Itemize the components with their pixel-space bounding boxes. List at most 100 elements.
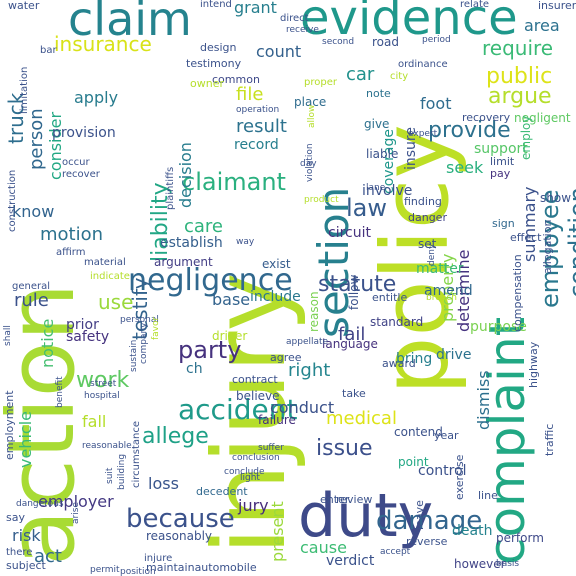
- cloud-word: safety: [66, 329, 110, 345]
- cloud-word: duty: [298, 481, 434, 551]
- cloud-word: require: [482, 36, 554, 60]
- cloud-word: permit: [90, 565, 120, 575]
- cloud-word: provide: [428, 118, 511, 143]
- cloud-word: believe: [236, 389, 280, 403]
- cloud-word: damage: [376, 506, 483, 536]
- cloud-word: maintainautomobile: [146, 561, 257, 574]
- cloud-word: know: [12, 202, 55, 221]
- cloud-word: statute: [318, 272, 397, 297]
- cloud-word: because: [126, 504, 235, 534]
- cloud-word: decision: [176, 142, 195, 208]
- cloud-word: period: [422, 35, 451, 45]
- cloud-word: allegation: [541, 219, 554, 274]
- cloud-word: accept: [380, 547, 411, 557]
- cloud-word: effect: [510, 231, 542, 244]
- cloud-word: say: [6, 511, 25, 524]
- cloud-word: insurer: [538, 0, 576, 12]
- cloud-word: light: [240, 473, 260, 483]
- cloud-word: cause: [300, 538, 347, 557]
- cloud-word: position: [120, 567, 156, 576]
- cloud-word: personal: [120, 315, 159, 325]
- cloud-word: conclude: [224, 467, 265, 477]
- cloud-word: road: [372, 35, 399, 49]
- cloud-word: seek: [446, 158, 484, 177]
- cloud-word: law: [346, 194, 388, 222]
- cloud-word: count: [256, 42, 302, 61]
- cloud-word: control: [418, 463, 467, 479]
- cloud-word: reason: [307, 291, 321, 332]
- cloud-word: care: [184, 216, 224, 237]
- cloud-word: area: [524, 16, 560, 35]
- cloud-word: receive: [286, 25, 319, 35]
- cloud-word: suit: [105, 467, 115, 484]
- cloud-word: summary: [520, 186, 539, 263]
- cloud-word: verdict: [326, 553, 375, 569]
- cloud-word: issue: [316, 436, 373, 461]
- cloud-word: driver: [212, 329, 248, 343]
- cloud-word: fail: [338, 324, 366, 345]
- cloud-word: jury: [238, 496, 269, 515]
- cloud-word: plaintiffs: [165, 166, 176, 210]
- cloud-word: general: [12, 281, 51, 292]
- cloud-word: apply: [74, 88, 119, 107]
- cloud-word: take: [342, 387, 366, 400]
- cloud-word: act: [34, 546, 62, 567]
- cloud-word: affirm: [56, 247, 86, 258]
- cloud-word: decedent: [196, 485, 248, 498]
- cloud-word: reverse: [406, 535, 448, 548]
- cloud-word: matter: [416, 261, 464, 277]
- cloud-word: circuit: [328, 225, 371, 241]
- cloud-word: point: [398, 455, 429, 469]
- cloud-word: conduct: [270, 398, 335, 417]
- cloud-word: negligent: [514, 111, 571, 125]
- cloud-word: there: [6, 547, 33, 558]
- cloud-word: limitation: [19, 66, 30, 114]
- cloud-word: car: [346, 64, 375, 85]
- cloud-word: failure: [258, 413, 296, 427]
- cloud-word: right: [288, 360, 331, 381]
- cloud-word: reasonable: [82, 441, 132, 451]
- cloud-word: allege: [142, 424, 209, 449]
- cloud-word: design: [200, 41, 237, 54]
- cloud-word: motion: [40, 224, 104, 245]
- cloud-word: ch: [186, 361, 203, 377]
- cloud-word: grant: [234, 0, 277, 17]
- cloud-word: direct: [280, 13, 309, 24]
- cloud-word: way: [236, 237, 255, 247]
- cloud-word: bring: [396, 351, 433, 367]
- cloud-word: hospital: [84, 391, 120, 401]
- cloud-word: evidence: [300, 0, 518, 46]
- cloud-word: use: [98, 290, 134, 314]
- cloud-word: public: [486, 64, 553, 89]
- cloud-word: negligence: [128, 263, 293, 298]
- cloud-word: leave: [413, 500, 426, 530]
- cloud-word: loss: [148, 474, 179, 493]
- cloud-word: language: [322, 337, 378, 351]
- cloud-word: exist: [262, 257, 291, 271]
- cloud-word: party: [178, 336, 242, 364]
- cloud-word: foot: [420, 94, 452, 113]
- cloud-word: standard: [370, 315, 424, 329]
- cloud-word: employ: [519, 115, 533, 160]
- cloud-word: pay: [490, 167, 511, 180]
- cloud-word: reasonably: [146, 529, 213, 543]
- cloud-word: employment: [3, 390, 16, 460]
- cloud-word: day: [300, 159, 317, 169]
- cloud-word: indicate: [90, 271, 130, 282]
- cloud-word: recovery: [462, 111, 511, 124]
- cloud-word: notice: [38, 318, 57, 368]
- cloud-word: prior: [66, 317, 99, 333]
- cloud-word: give: [364, 117, 390, 131]
- cloud-word: water: [8, 0, 40, 12]
- cloud-word: medical: [326, 408, 397, 429]
- cloud-word: note: [366, 87, 391, 100]
- cloud-word: relate: [460, 0, 490, 10]
- cloud-word: argue: [488, 84, 552, 109]
- cloud-word: review: [336, 493, 373, 506]
- cloud-word: danger: [408, 211, 447, 224]
- cloud-word: construction: [7, 169, 18, 232]
- cloud-word: work: [76, 368, 130, 393]
- cloud-word: subject: [6, 559, 46, 572]
- cloud-word: recover: [62, 169, 100, 180]
- cloud-word: lane: [366, 183, 386, 193]
